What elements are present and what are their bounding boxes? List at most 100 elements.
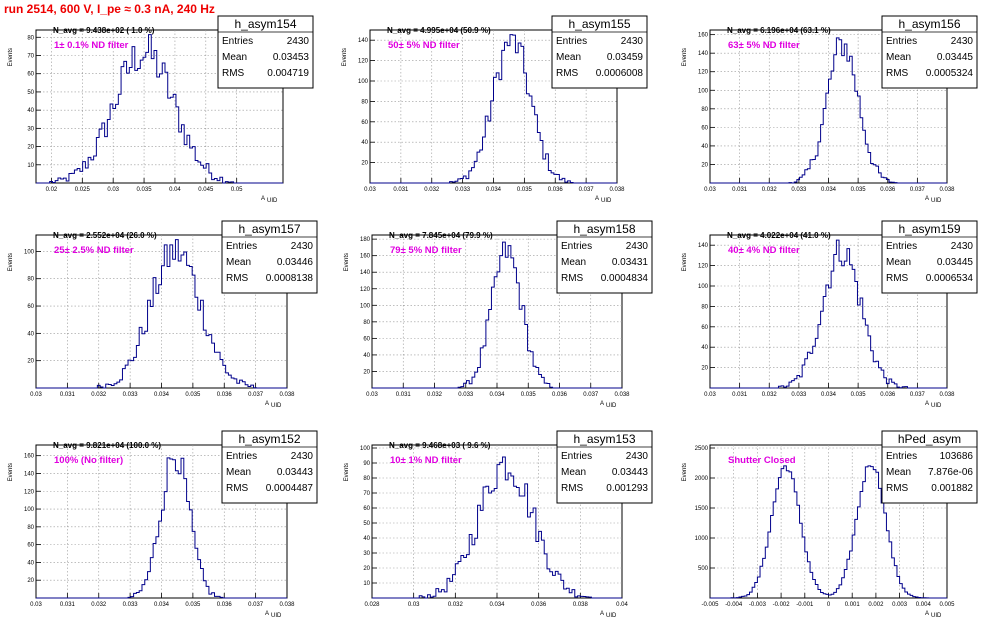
histogram-panel-h_asym152: 0.03 0.031 0.032 0.033 0.034 0.035 0.036 0.037 0… [8, 430, 318, 619]
stats-entries-value: 2430 [291, 241, 314, 252]
x-tick-label: 0.002 [868, 602, 884, 608]
y-tick-label: 40 [701, 345, 708, 351]
stats-mean-value: 0.03431 [612, 257, 649, 268]
x-tick-label: 0.03 [366, 392, 378, 398]
y-tick-label: 60 [363, 506, 370, 512]
x-tick-label: 0.037 [910, 392, 926, 398]
filter-label: 79± 5% ND filter [390, 245, 462, 256]
x-tick-label: 0.04 [169, 187, 181, 193]
y-tick-label: 100 [360, 303, 371, 309]
x-tick-label: 0.033 [458, 392, 474, 398]
histogram-line [710, 239, 947, 389]
stats-box-frame [881, 220, 978, 294]
stats-rms-value: 0.0004487 [266, 483, 314, 494]
y-tick-label: 80 [363, 320, 370, 326]
y-tick-label: 20 [701, 366, 708, 372]
stats-name: h_asym158 [573, 222, 635, 236]
x-tick-label: 0.038 [279, 602, 295, 608]
histogram-line [710, 37, 947, 184]
x-tick-label: 0.031 [732, 187, 748, 193]
y-tick-label: 10 [27, 163, 34, 169]
y-tick-label: 90 [363, 461, 370, 467]
y-axis-label: Events [8, 253, 14, 271]
y-tick-label: 30 [363, 551, 370, 557]
x-tick-label: 0.036 [217, 602, 233, 608]
x-tick-label: 0.035 [851, 187, 867, 193]
stats-mean-label: Mean [556, 52, 581, 63]
y-tick-label: 60 [363, 336, 370, 342]
x-tick-label: -0.001 [796, 602, 814, 608]
x-tick-label: 0.033 [791, 187, 807, 193]
stats-rms-label: RMS [886, 273, 909, 284]
y-axis-label: Events [8, 463, 14, 481]
stats-entries-label: Entries [561, 451, 592, 462]
x-tick-label: 0.036 [880, 187, 896, 193]
x-tick-label: 0.035 [137, 187, 153, 193]
n-avg-label: N_avg = 4.022e+04 (41.0 %) [727, 231, 831, 240]
y-tick-label: 160 [24, 454, 35, 460]
y-tick-label: 1500 [695, 506, 709, 512]
x-tick-label: 0.025 [75, 187, 91, 193]
y-tick-label: 120 [360, 287, 371, 293]
y-tick-label: 140 [358, 38, 369, 44]
x-tick-label: 0.038 [939, 187, 955, 193]
y-tick-label: 20 [361, 161, 368, 167]
n-avg-label: N_avg = 4.995e+04 (50.9 %) [387, 26, 491, 35]
x-tick-label: 0.034 [154, 392, 170, 398]
stats-box: h_asym154 Entries 2430 Mean 0.03453 RMS 0.0047… [217, 15, 314, 89]
y-tick-label: 100 [698, 284, 709, 290]
stats-mean-value: 0.03445 [937, 52, 974, 63]
stats-mean-label: Mean [226, 257, 251, 268]
y-tick-label: 20 [27, 359, 34, 365]
y-tick-label: 140 [24, 471, 35, 477]
y-axis-label: Events [8, 48, 14, 66]
x-tick-label: 0.036 [531, 602, 547, 608]
stats-entries-label: Entries [886, 36, 917, 47]
stats-name: h_asym154 [234, 17, 296, 31]
x-tick-label: 0.036 [880, 392, 896, 398]
x-axis-label: A [600, 401, 604, 407]
stats-entries-value: 103686 [940, 451, 974, 462]
n-avg-label: N_avg = 7.845e+04 (79.9 %) [389, 231, 493, 240]
stats-rms-label: RMS [561, 273, 584, 284]
y-axis-label: Events [344, 463, 350, 481]
stats-rms-value: 0.0008138 [266, 273, 314, 284]
stats-entries-label: Entries [226, 241, 257, 252]
stats-rms-value: 0.0006534 [926, 273, 974, 284]
y-tick-label: 60 [701, 325, 708, 331]
stats-rms-label: RMS [886, 68, 909, 79]
y-tick-label: 120 [358, 59, 369, 65]
histogram-panel-h_asym159: 0.03 0.031 0.032 0.033 0.034 0.035 0.036 0.037 0… [682, 220, 978, 409]
stats-mean-label: Mean [886, 257, 911, 268]
stats-name: hPed_asym [898, 432, 961, 446]
x-tick-label: 0.035 [517, 187, 533, 193]
x-tick-label: 0.033 [123, 602, 139, 608]
stats-entries-value: 2430 [951, 241, 974, 252]
y-tick-label: 2000 [695, 476, 709, 482]
histogram-line [710, 465, 947, 599]
y-tick-label: 80 [363, 476, 370, 482]
x-tick-label: 0.032 [762, 392, 778, 398]
x-tick-label: 0.031 [393, 187, 409, 193]
x-tick-label: 0.032 [91, 602, 107, 608]
y-tick-label: 100 [24, 507, 35, 513]
stats-box: h_asym156 Entries 2430 Mean 0.03445 RMS 0.0005… [881, 15, 978, 89]
stats-box: h_asym157 Entries 2430 Mean 0.03446 RMS 0.0008… [221, 220, 318, 294]
stats-name: h_asym152 [238, 432, 300, 446]
x-tick-label: 0.034 [489, 392, 505, 398]
x-tick-label: 0.032 [424, 187, 440, 193]
x-tick-label: 0.033 [455, 187, 471, 193]
y-tick-label: 2500 [695, 446, 709, 452]
y-tick-label: 80 [27, 525, 34, 531]
x-tick-label: 0.001 [845, 602, 861, 608]
x-tick-label: 0.038 [609, 187, 625, 193]
y-tick-label: 40 [363, 353, 370, 359]
stats-rms-label: RMS [561, 483, 584, 494]
stats-entries-label: Entries [556, 36, 587, 47]
stats-mean-value: 0.03443 [277, 467, 314, 478]
y-tick-label: 60 [27, 304, 34, 310]
histogram-panel-hPed_asym: -0.005 -0.004 -0.003 -0.002 -0.001 0 0.001 0.00… [682, 430, 978, 619]
stats-rms-label: RMS [222, 68, 245, 79]
x-tick-label: 0.032 [762, 187, 778, 193]
x-tick-label: 0.038 [573, 602, 589, 608]
